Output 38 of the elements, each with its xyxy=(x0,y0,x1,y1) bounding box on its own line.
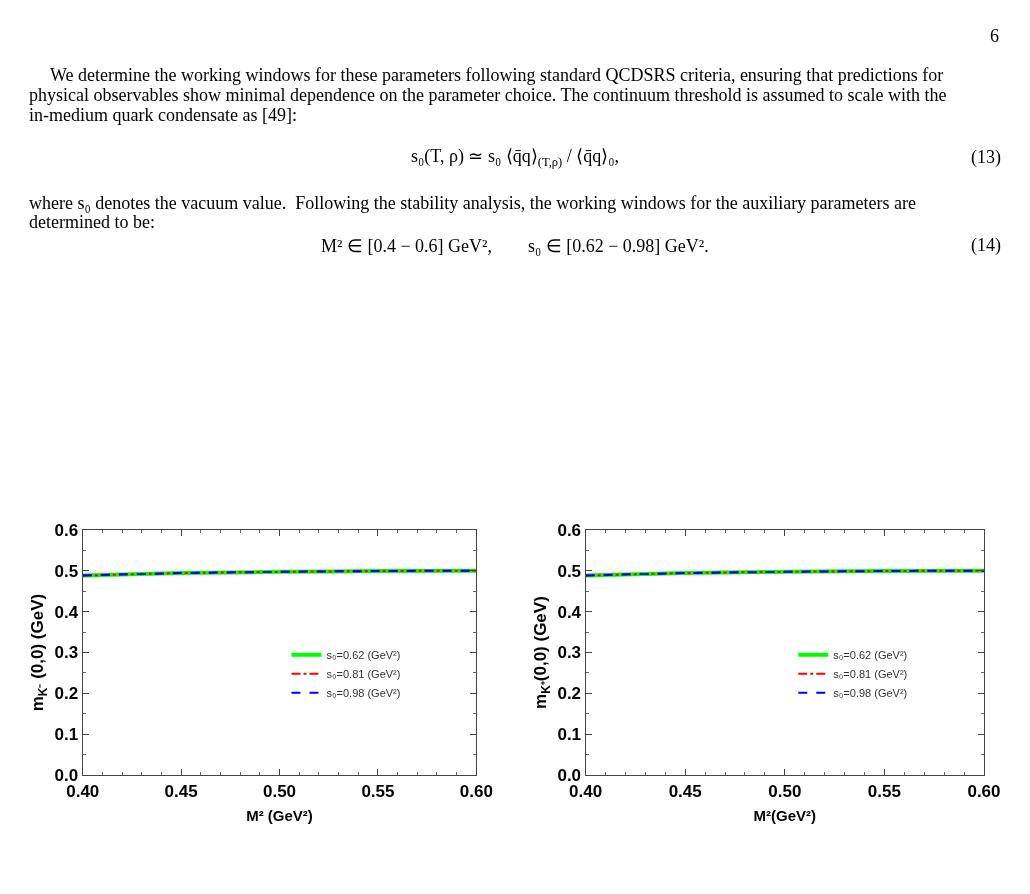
y-tick-label: 0.1 xyxy=(54,725,79,745)
x-axis-title: M²(GeV²) xyxy=(753,806,817,824)
y-tick-label: 0.2 xyxy=(557,684,582,704)
y-tick-label: 0.2 xyxy=(54,684,79,704)
x-tick-label: 0.55 xyxy=(361,781,395,801)
text: We determine the working windows for these parameters following standard QCDSRS criteria, ensuring that predictions for xyxy=(50,65,944,85)
legend-label: s₀=0.62 (GeV²) xyxy=(326,649,401,662)
y-tick-label: 0.4 xyxy=(54,602,79,622)
text: 6 xyxy=(990,26,999,46)
text: where s₀ denotes the vacuum value. Following the stability analysis, the working windows for the auxiliary parameters are xyxy=(29,193,917,213)
y-tick-label: 0.1 xyxy=(557,725,582,745)
text: (13) xyxy=(971,147,1001,168)
x-tick-label: 0.45 xyxy=(164,781,198,801)
text: M² ∈ [0.4 − 0.6] GeV², s₀ ∈ [0.62 − 0.98] GeV². xyxy=(321,236,709,256)
y-tick-label: 0.3 xyxy=(557,643,582,663)
legend-label: s₀=0.62 (GeV²) xyxy=(833,649,908,662)
text: determined to be: xyxy=(29,212,155,232)
y-tick-label: 0.6 xyxy=(557,520,582,540)
y-tick-label: 0.4 xyxy=(557,602,582,622)
x-axis-title: M² (GeV²) xyxy=(246,806,313,824)
x-tick-label: 0.50 xyxy=(768,781,802,801)
x-tick-label: 0.60 xyxy=(967,781,1001,801)
legend-label: s₀=0.81 (GeV²) xyxy=(326,668,401,681)
legend-label: s₀=0.98 (GeV²) xyxy=(833,687,908,700)
x-tick-label: 0.60 xyxy=(459,781,493,801)
text: s₀(T, ρ) ≃ s₀ ⟨q̄q⟩$_{(T,ρ)}$ / ⟨q̄q⟩₀, xyxy=(411,146,620,169)
y-tick-label: 0.3 xyxy=(54,643,79,663)
legend-label: s₀=0.98 (GeV²) xyxy=(326,687,401,700)
y-tick-label: 0.5 xyxy=(54,561,79,581)
y-tick-label: 0.5 xyxy=(557,561,582,581)
x-tick-label: 0.50 xyxy=(262,781,297,801)
text: in-medium quark condensate as [49]: xyxy=(29,105,297,125)
x-tick-label: 0.55 xyxy=(867,781,901,801)
x-tick-label: 0.45 xyxy=(668,781,702,801)
y-tick-label: 0.6 xyxy=(54,520,79,540)
text: (14) xyxy=(971,235,1001,256)
text: physical observables show minimal dependence on the parameter choice. The continuum threshold is assumed to scale with the xyxy=(29,85,947,105)
legend-label: s₀=0.81 (GeV²) xyxy=(833,668,908,681)
